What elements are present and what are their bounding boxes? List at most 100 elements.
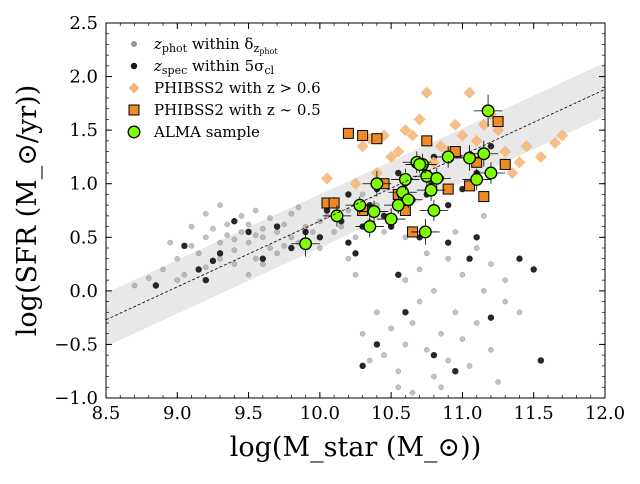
point-zphot — [252, 207, 259, 214]
point-zphot — [281, 243, 288, 249]
point-alma — [401, 193, 415, 207]
point-zphot — [188, 223, 195, 230]
point-zspec — [487, 314, 495, 321]
point-zspec — [359, 362, 366, 370]
point-zphot — [438, 330, 444, 337]
point-zphot — [359, 330, 366, 337]
point-zphot — [480, 213, 487, 219]
point-zphot — [388, 325, 394, 332]
point-zphot — [516, 309, 523, 316]
point-alma — [384, 212, 398, 226]
point-zspec — [516, 255, 523, 262]
point-zspec — [216, 250, 224, 257]
point-phibss_low — [421, 135, 433, 147]
point-zphot — [488, 346, 494, 353]
point-phibss_low — [342, 127, 354, 139]
point-alma — [484, 166, 498, 180]
point-zphot — [495, 379, 501, 385]
point-phibss_high — [463, 86, 476, 99]
point-zphot — [352, 271, 359, 278]
point-zspec — [202, 276, 209, 284]
point-zphot — [331, 229, 337, 235]
point-zspec — [231, 218, 238, 225]
point-zphot — [217, 255, 223, 262]
point-phibss_high — [492, 124, 504, 137]
point-zphot — [231, 261, 238, 267]
point-phibss_high — [420, 86, 433, 99]
point-alma — [367, 205, 381, 219]
point-zphot — [409, 320, 416, 326]
x-tick-label: 9.0 — [163, 403, 192, 424]
legend-label: PHIBSS2 with z > 0.6 — [154, 79, 321, 97]
point-zspec — [537, 357, 545, 364]
legend-marker — [127, 125, 141, 139]
point-zphot — [231, 247, 238, 253]
y-tick-label: 1.0 — [69, 174, 98, 195]
point-zphot — [245, 221, 252, 228]
point-zphot — [452, 309, 459, 316]
y-tick-label: 2.0 — [69, 67, 98, 88]
legend-entry-zspec: zspec within 5σcl — [130, 57, 275, 77]
point-zphot — [210, 225, 216, 232]
point-zspec — [402, 309, 409, 316]
point-alma — [470, 172, 484, 186]
point-zphot — [202, 210, 209, 217]
point-zphot — [281, 221, 288, 228]
point-zphot — [217, 239, 223, 246]
point-alma — [398, 172, 412, 186]
point-zphot — [288, 210, 295, 217]
point-zphot — [452, 229, 459, 235]
point-zphot — [338, 223, 345, 230]
point-zphot — [409, 389, 416, 396]
point-phibss_high — [506, 167, 519, 179]
legend-marker — [128, 104, 140, 116]
point-zphot — [145, 275, 152, 281]
point-phibss_high — [399, 124, 412, 137]
legend-label: PHIBSS2 with z ∼ 0.5 — [154, 101, 321, 119]
point-zphot — [445, 357, 452, 364]
y-tick-label: 2.5 — [69, 13, 98, 34]
point-zspec — [430, 351, 438, 359]
point-zphot — [202, 234, 209, 241]
point-zphot — [238, 229, 245, 235]
point-alma — [427, 204, 441, 217]
x-tick-label: 11.5 — [514, 403, 554, 424]
point-zphot — [252, 255, 259, 262]
point-phibss_high — [534, 151, 547, 163]
point-zspec — [345, 239, 352, 246]
point-zspec — [245, 228, 252, 236]
point-zspec — [152, 282, 160, 289]
point-zphot — [231, 236, 238, 243]
point-zphot — [131, 282, 138, 289]
x-tick-label: 12.0 — [585, 403, 625, 424]
point-phibss_high — [435, 140, 447, 153]
legend-entry-phibss_high: PHIBSS2 with z > 0.6 — [128, 79, 321, 97]
legend-label: zspec within 5σcl — [153, 57, 275, 77]
point-alma — [430, 171, 444, 185]
point-zphot — [438, 384, 444, 391]
legend-label: ALMA sample — [153, 123, 260, 141]
point-zphot — [309, 229, 316, 235]
point-zphot — [466, 363, 473, 369]
point-phibss_low — [371, 133, 383, 145]
point-zspec — [530, 266, 537, 273]
point-alma — [330, 209, 344, 223]
point-zphot — [274, 250, 280, 257]
point-phibss_high — [321, 172, 333, 185]
data-points — [131, 86, 569, 396]
main-sequence-line — [106, 89, 605, 321]
point-zphot — [459, 336, 466, 342]
point-alma — [413, 157, 427, 171]
y-tick-label: 1.5 — [69, 120, 98, 141]
point-zspec — [473, 234, 480, 241]
point-phibss_high — [520, 140, 533, 153]
point-phibss_high — [513, 156, 526, 169]
point-zspec — [273, 223, 281, 230]
point-phibss_low — [357, 130, 369, 141]
point-zphot — [402, 277, 409, 283]
point-alma — [418, 225, 432, 239]
point-zphot — [174, 277, 181, 283]
point-zphot — [345, 207, 352, 214]
